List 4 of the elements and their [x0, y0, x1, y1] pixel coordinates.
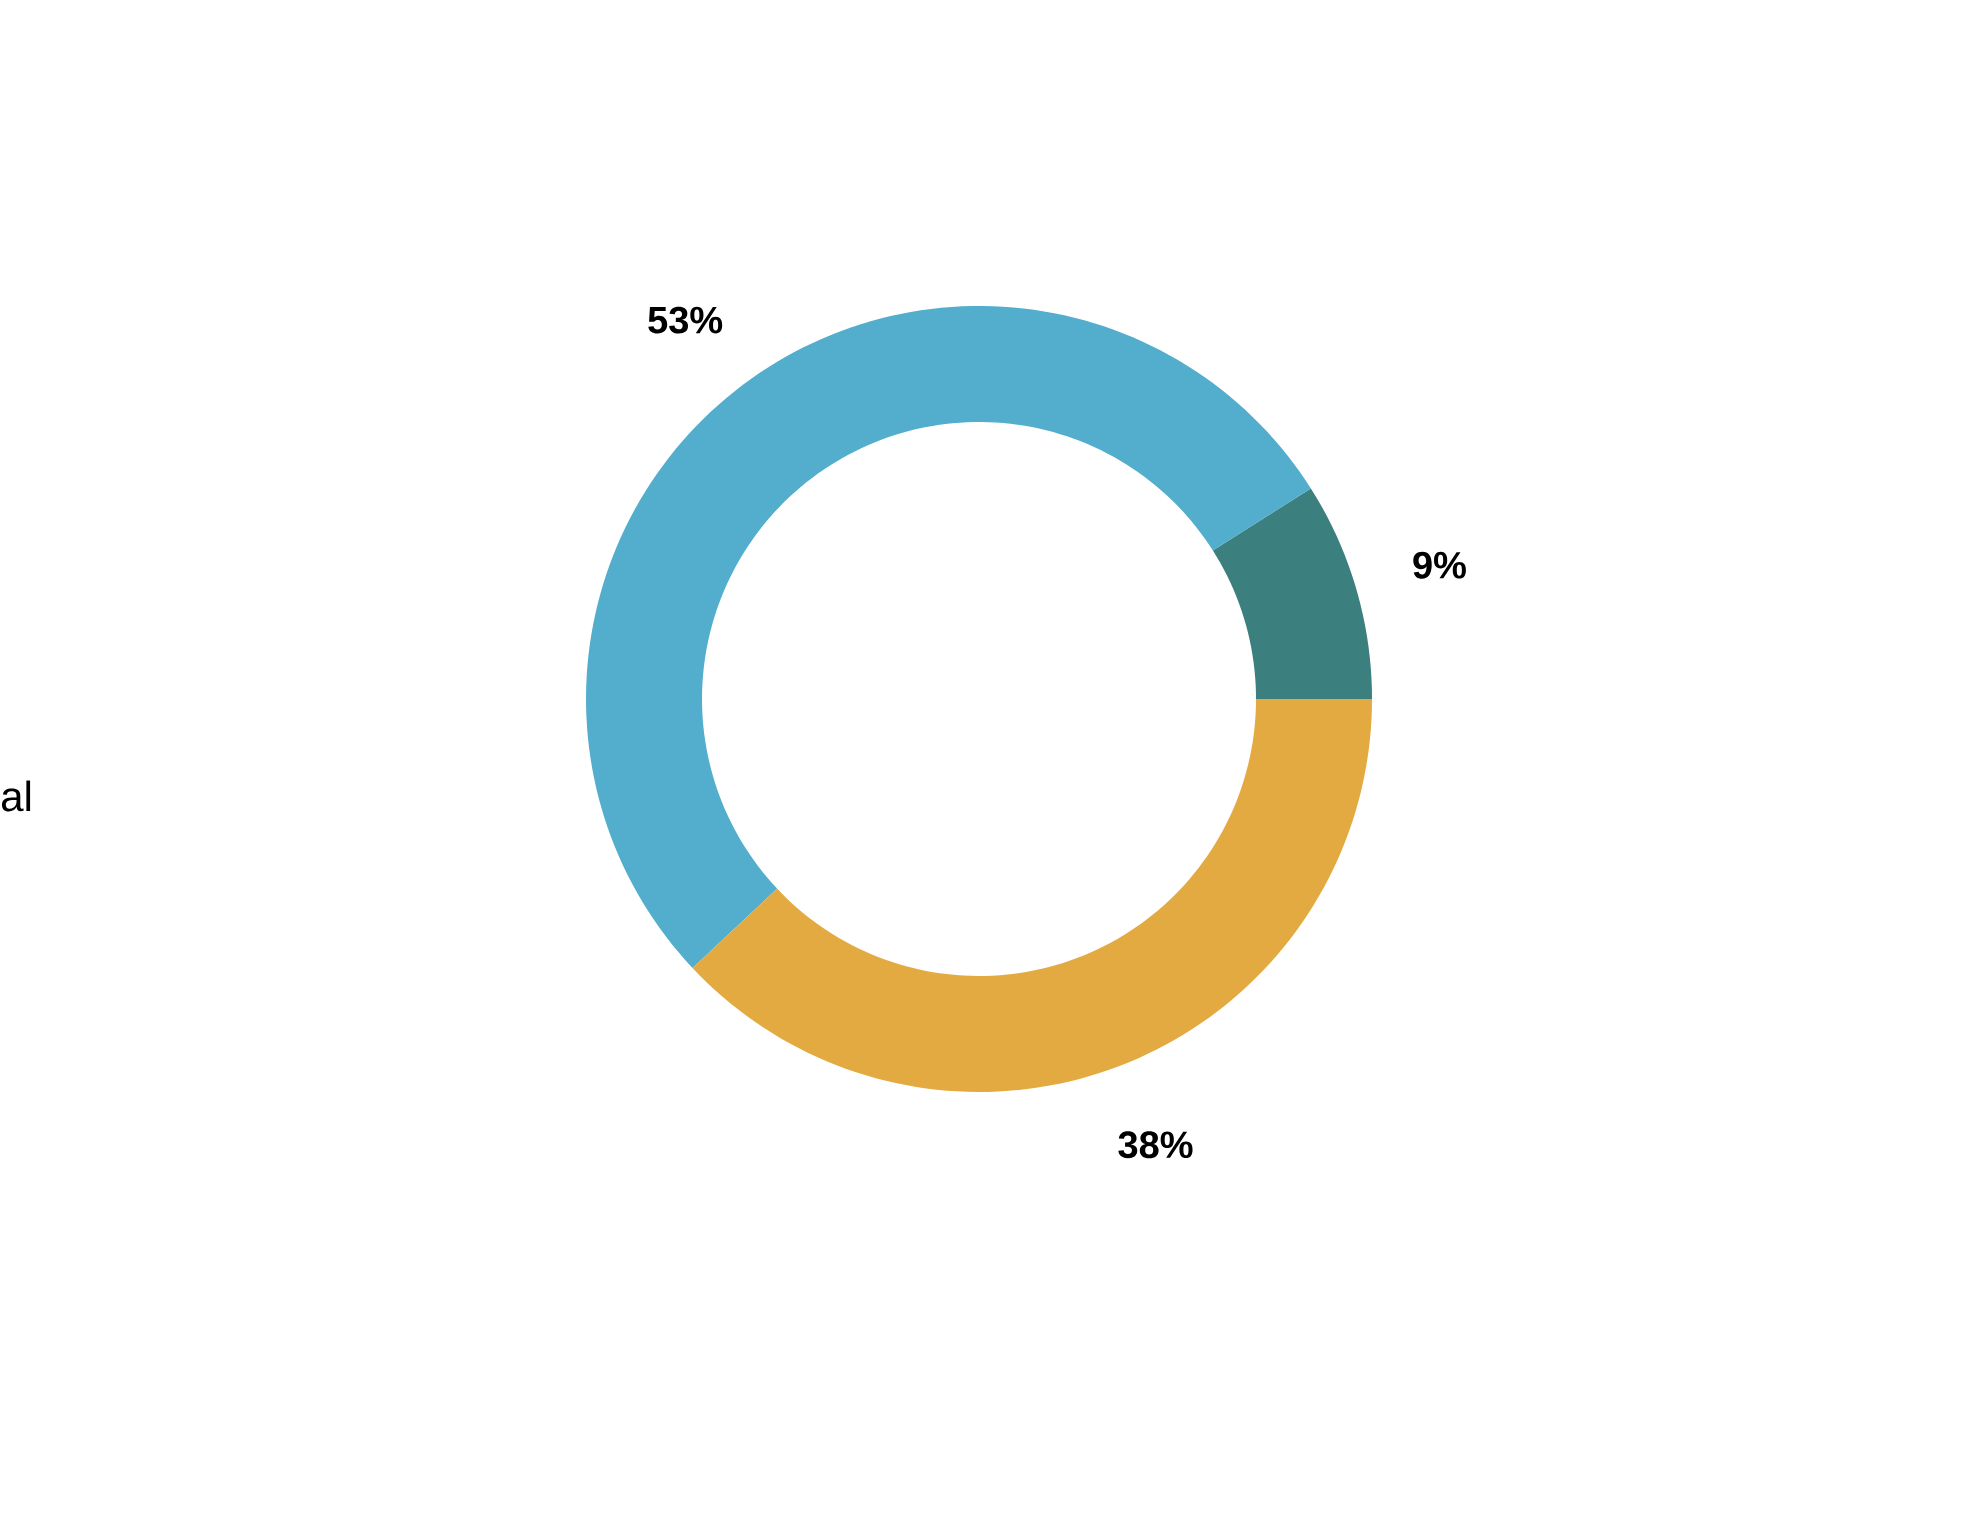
data-label: 53%: [648, 306, 723, 334]
data-label: 38%: [1118, 1131, 1193, 1159]
text: al: [2, 780, 31, 812]
data-label: 9%: [1413, 551, 1466, 579]
